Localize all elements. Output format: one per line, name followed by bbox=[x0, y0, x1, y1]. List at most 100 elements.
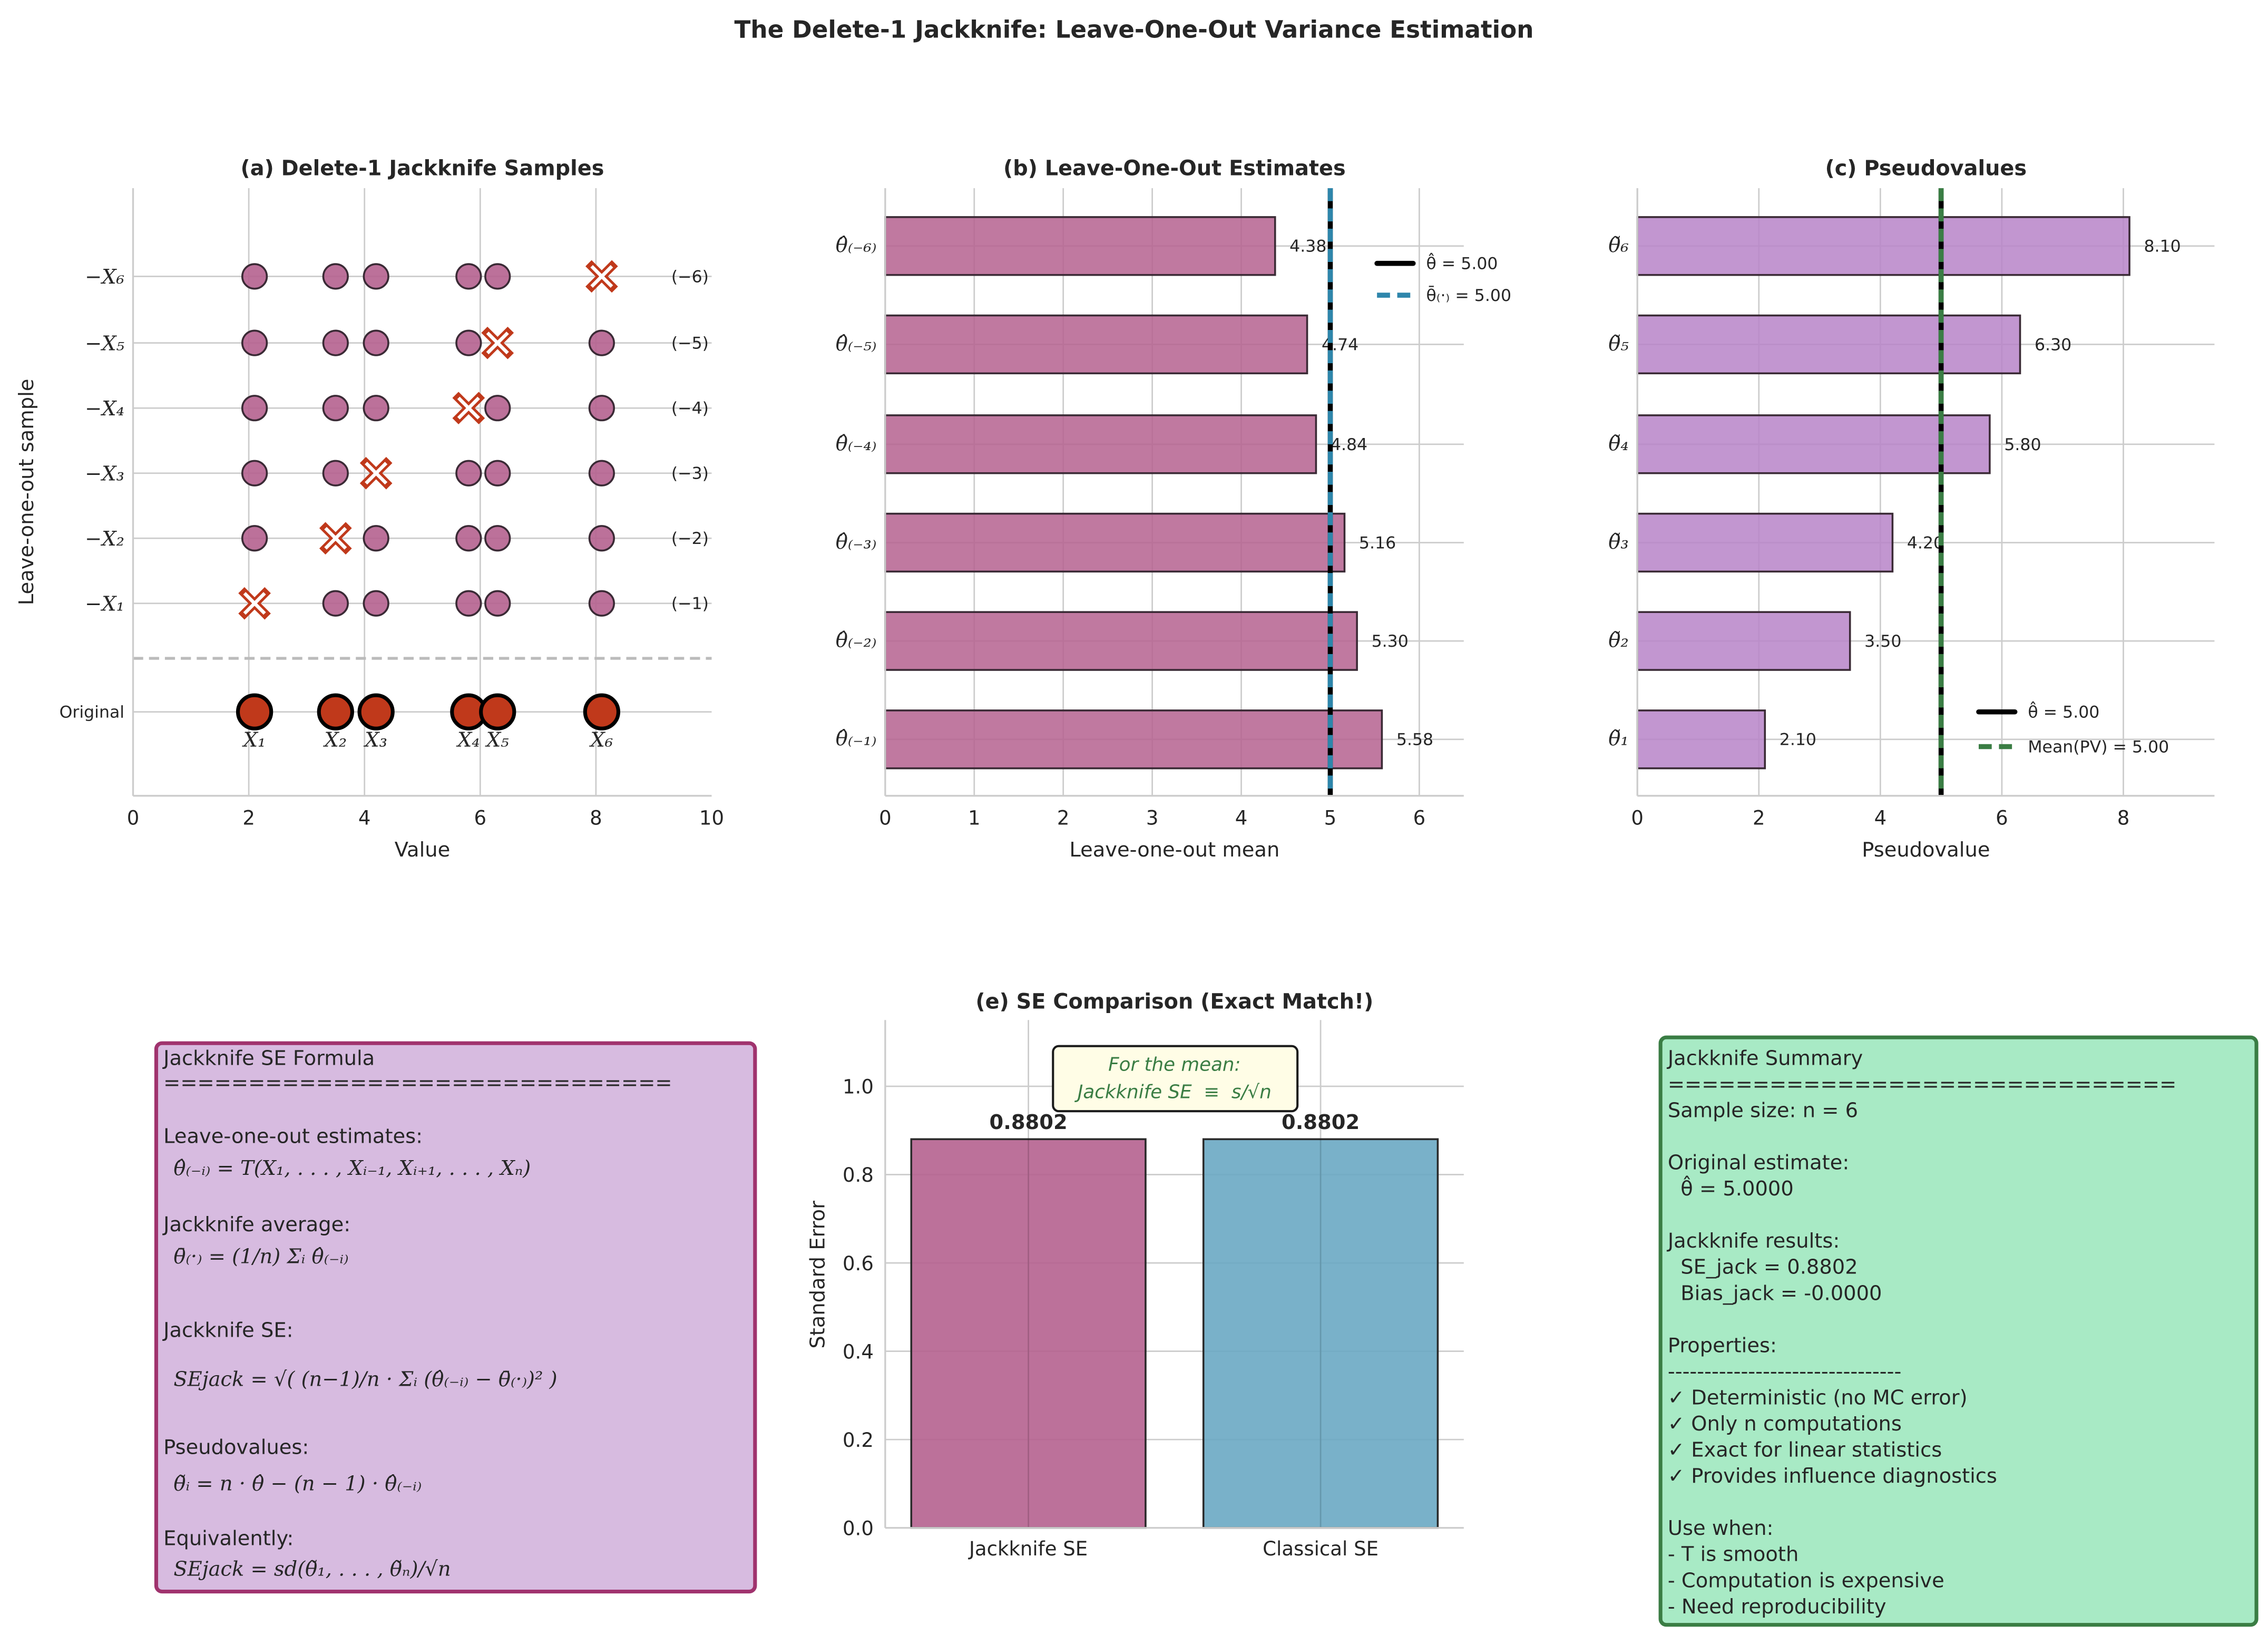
panel-c-pseudovalues: 0 2 4 6 8 2.10 θ̃₁ 3.50 θ̃₂ 4.20 θ̃₃ 5.80 θ̃₄ 6.30 θ̃₅… bbox=[1608, 156, 2215, 862]
bar-value-label: 5.30 bbox=[1372, 632, 1409, 651]
panel-title: (e) SE Comparison (Exact Match!) bbox=[975, 989, 1373, 1014]
x-axis-label: Pseudovalue bbox=[1862, 838, 1990, 862]
summary-line: ✓ Exact for linear statistics bbox=[1668, 1438, 1942, 1462]
summary-line: Jackknife results: bbox=[1667, 1229, 1840, 1253]
formula-box: Jackknife SE Formula====================… bbox=[154, 1041, 757, 1594]
x-tick-label: 4 bbox=[358, 807, 371, 830]
x-tick-label: 4 bbox=[1235, 807, 1248, 830]
bar bbox=[1636, 216, 2130, 276]
y-tick-label: 0.0 bbox=[843, 1517, 874, 1540]
annotation-text: Jackknife SE ≡ s/√n bbox=[1074, 1082, 1272, 1103]
bar bbox=[910, 1138, 1147, 1529]
bar-value-label: 0.8802 bbox=[1282, 1111, 1360, 1134]
left-out-x-marker-inner bbox=[243, 592, 266, 615]
x-tick-label: 8 bbox=[590, 807, 602, 830]
x-tick-label: Jackknife SE bbox=[968, 1537, 1088, 1560]
summary-line: ✓ Only n computations bbox=[1668, 1412, 1902, 1436]
sample-point bbox=[363, 329, 389, 356]
left-out-x-marker-inner bbox=[457, 396, 480, 420]
y-tick-label: θ̂₍₋₅₎ bbox=[836, 332, 877, 355]
row-right-label: (−6) bbox=[671, 267, 709, 286]
summary-line: ============================== bbox=[1668, 1073, 2176, 1096]
original-point bbox=[583, 693, 621, 731]
bar-value-label: 3.50 bbox=[1864, 632, 1901, 651]
x-tick-label: 0 bbox=[879, 807, 892, 830]
y-tick-label: θ̂₍₋₃₎ bbox=[836, 530, 877, 553]
summary-line: Bias_jack = -0.0000 bbox=[1668, 1281, 1882, 1305]
x-tick-label: 6 bbox=[474, 807, 487, 830]
sample-point bbox=[241, 460, 268, 486]
sample-point bbox=[455, 525, 482, 552]
bar bbox=[884, 414, 1317, 474]
summary-line: Use when: bbox=[1668, 1516, 1774, 1540]
y-tick-label: −X₆ bbox=[85, 265, 124, 289]
original-point bbox=[479, 693, 516, 731]
sample-point bbox=[484, 460, 511, 486]
summary-line: ✓ Deterministic (no MC error) bbox=[1668, 1386, 1968, 1409]
x-axis-label: Value bbox=[395, 838, 450, 862]
x-tick-label: 2 bbox=[242, 807, 255, 830]
formula-text-line: Pseudovalues: bbox=[163, 1436, 309, 1459]
sample-point bbox=[455, 329, 482, 356]
summary-line: ✓ Provides influence diagnostics bbox=[1668, 1464, 1997, 1488]
sample-point bbox=[322, 590, 349, 617]
bar bbox=[1636, 611, 1851, 671]
sample-point bbox=[455, 460, 482, 486]
summary-box-frame bbox=[1658, 1035, 2259, 1627]
x-tick-label: 2 bbox=[1753, 807, 1765, 830]
row-right-label: (−1) bbox=[671, 595, 709, 614]
y-tick-label: θ̃₅ bbox=[1608, 332, 1629, 355]
sample-point bbox=[363, 525, 389, 552]
sample-point bbox=[322, 395, 349, 422]
original-point bbox=[317, 693, 354, 731]
y-tick-label-original: Original bbox=[60, 703, 124, 722]
sample-point bbox=[484, 590, 511, 617]
panel-title: (a) Delete-1 Jackknife Samples bbox=[241, 156, 604, 180]
bar bbox=[1636, 709, 1766, 770]
point-label: X₆ bbox=[589, 728, 613, 752]
y-tick-label: 0.4 bbox=[843, 1340, 874, 1363]
x-tick-label: 0 bbox=[1631, 807, 1644, 830]
summary-line: - T is smooth bbox=[1668, 1543, 1798, 1566]
bar-value-label: 4.20 bbox=[1907, 533, 1944, 552]
panel-title: (b) Leave-One-Out Estimates bbox=[1003, 156, 1346, 180]
bar-value-label: 5.16 bbox=[1359, 533, 1396, 552]
bar-value-label: 5.80 bbox=[2004, 435, 2041, 454]
legend-label: Mean(PV) = 5.00 bbox=[2028, 737, 2169, 756]
summary-line: SE_jack = 0.8802 bbox=[1668, 1256, 1858, 1279]
x-tick-label: 2 bbox=[1057, 807, 1070, 830]
summary-line: - Computation is expensive bbox=[1668, 1569, 1944, 1592]
annotation-text: For the mean: bbox=[1108, 1054, 1240, 1075]
panel-b-leave-one-out-estimates: 0 1 2 3 4 5 6 5.58 θ̂₍₋₁₎ 5.30 θ̂₍₋₂₎ 5.16 θ̂₍₋₃₎ 4.8… bbox=[836, 156, 1511, 862]
sample-point bbox=[363, 263, 389, 290]
sample-point bbox=[455, 263, 482, 290]
row-right-label: (−2) bbox=[671, 529, 709, 548]
y-tick-label: −X₁ bbox=[85, 592, 124, 616]
row-right-label: (−5) bbox=[671, 334, 709, 353]
bar-value-label: 5.58 bbox=[1396, 731, 1433, 750]
row-right-label: (−4) bbox=[671, 399, 709, 418]
formula-text-line: Leave-one-out estimates: bbox=[163, 1125, 423, 1149]
summary-line: θ̂ = 5.0000 bbox=[1668, 1175, 1794, 1201]
formula-text-line: Jackknife SE Formula bbox=[162, 1046, 375, 1070]
legend-label: θ̄₍·₎ = 5.00 bbox=[1426, 285, 1511, 305]
sample-point bbox=[588, 460, 615, 486]
y-tick-label: θ̃₆ bbox=[1608, 233, 1629, 257]
y-tick-label: 0.2 bbox=[843, 1429, 874, 1452]
sample-point bbox=[241, 263, 268, 290]
y-tick-label: −X₂ bbox=[85, 527, 124, 551]
summary-box: Jackknife Summary =======================… bbox=[1658, 1035, 2259, 1627]
formula-line: SEjack = sd(θ̃₁, . . . , θ̃ₙ)/√n bbox=[173, 1557, 451, 1581]
bar-value-label: 4.74 bbox=[1322, 335, 1358, 354]
sample-point bbox=[588, 395, 615, 422]
left-out-x-marker-inner bbox=[365, 462, 388, 485]
y-tick-label: θ̃₂ bbox=[1608, 628, 1629, 652]
summary-line: Jackknife Summary bbox=[1667, 1046, 1863, 1070]
point-label: X₁ bbox=[242, 728, 266, 752]
figure-title: The Delete-1 Jackknife: Leave-One-Out Va… bbox=[735, 15, 1534, 43]
sample-point bbox=[484, 263, 511, 290]
y-tick-label: −X₃ bbox=[85, 462, 124, 485]
point-label: X₅ bbox=[485, 728, 509, 752]
x-tick-label: 0 bbox=[127, 807, 140, 830]
sample-point bbox=[241, 525, 268, 552]
